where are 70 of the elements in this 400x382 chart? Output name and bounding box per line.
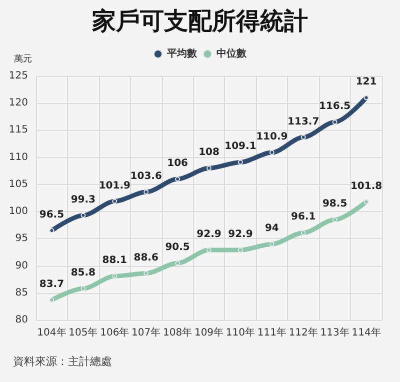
legend-label: 中位數	[216, 48, 248, 60]
data-label: 96.1	[291, 212, 316, 223]
y-tick-label: 105	[8, 178, 28, 190]
data-label: 108	[198, 147, 220, 158]
point	[112, 274, 118, 279]
y-tick-label: 110	[8, 152, 28, 163]
data-label: 85.8	[70, 268, 96, 279]
point	[364, 199, 369, 204]
data-label: 103.6	[130, 171, 162, 182]
point	[332, 120, 338, 125]
point	[269, 242, 274, 247]
data-label: 92.9	[196, 229, 222, 240]
point	[49, 228, 54, 234]
data-label: 96.5	[39, 210, 64, 221]
x-tick-label: 108年	[163, 326, 192, 338]
data-label: 92.9	[228, 229, 253, 240]
point	[144, 270, 149, 276]
data-label: 88.6	[134, 252, 158, 264]
point	[300, 230, 306, 236]
point	[332, 217, 338, 222]
y-tick-label: 85	[15, 287, 28, 298]
y-axis-title: 萬元	[14, 54, 32, 64]
y-tick-label: 100	[8, 206, 28, 218]
point	[364, 95, 369, 100]
x-tick-label: 104年	[37, 326, 66, 338]
point	[80, 286, 86, 292]
data-label: 106	[167, 158, 188, 170]
x-tick-label: 107年	[132, 326, 161, 338]
point	[206, 166, 212, 171]
data-label: 113.7	[288, 116, 320, 128]
data-label: 98.5	[322, 198, 348, 210]
point	[175, 260, 180, 266]
x-tick-label: 114年	[352, 326, 381, 338]
data-label: 94	[264, 223, 279, 234]
x-tick-label: 109年	[194, 326, 224, 338]
data-label: 83.7	[39, 278, 64, 290]
data-label: 121	[356, 76, 377, 88]
point	[238, 160, 243, 165]
data-label: 116.5	[319, 101, 351, 112]
y-tick-label: 90	[15, 260, 28, 272]
chart-title: 家戶可支配所得統計	[91, 7, 308, 35]
point	[80, 212, 86, 218]
data-label: 88.1	[102, 255, 128, 266]
y-tick-label: 95	[15, 233, 28, 244]
source-note: 資料來源：主計總處	[13, 355, 112, 368]
point	[269, 150, 274, 155]
data-label: 109.1	[224, 141, 256, 152]
x-tick-label: 110年	[226, 326, 255, 338]
point	[206, 248, 212, 253]
x-tick-label: 113年	[320, 326, 350, 338]
x-tick-label: 112年	[288, 326, 318, 338]
data-label: 101.8	[350, 180, 382, 192]
legend-label: 平均數	[166, 48, 198, 60]
y-tick-label: 125	[8, 70, 28, 82]
y-tick-label: 120	[8, 98, 28, 109]
point	[238, 248, 243, 253]
point	[49, 297, 54, 302]
data-label: 90.5	[165, 242, 190, 254]
point	[175, 176, 180, 182]
data-label: 110.9	[256, 131, 288, 142]
x-tick-label: 105年	[68, 326, 98, 338]
y-tick-label: 115	[8, 124, 28, 136]
x-tick-label: 111年	[257, 326, 286, 338]
point	[300, 134, 306, 140]
data-label: 101.9	[98, 180, 130, 192]
point	[144, 190, 149, 195]
x-tick-label: 106年	[100, 326, 130, 338]
data-label: 99.3	[70, 194, 96, 206]
y-tick-label: 80	[15, 314, 28, 326]
point	[112, 198, 118, 204]
